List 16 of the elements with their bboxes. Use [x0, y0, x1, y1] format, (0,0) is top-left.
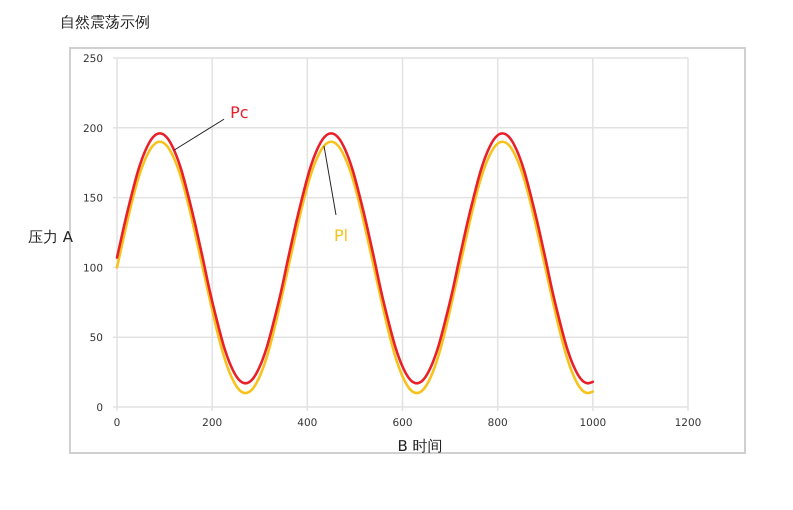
y-tick-label: 200 — [82, 122, 103, 135]
xlabel: B 时间 — [397, 437, 443, 455]
x-tick-label: 1000 — [579, 417, 606, 429]
y-tick-label: 150 — [82, 192, 103, 205]
x-tick-label: 600 — [392, 417, 413, 429]
y-tick-label: 0 — [96, 402, 103, 414]
x-tick-label: 800 — [488, 417, 508, 429]
x-tick-label: 200 — [202, 417, 222, 429]
x-tick-label: 1200 — [674, 417, 702, 429]
x-tick-label: 0 — [114, 417, 120, 429]
y-tick-label: 250 — [82, 53, 103, 65]
title: 自然震荡示例 — [60, 13, 150, 31]
ylabel: 压力 A — [28, 228, 74, 246]
y-tick-label: 100 — [82, 262, 103, 274]
x-tick-label: 400 — [297, 417, 318, 429]
y-tick-label: 50 — [90, 332, 103, 344]
